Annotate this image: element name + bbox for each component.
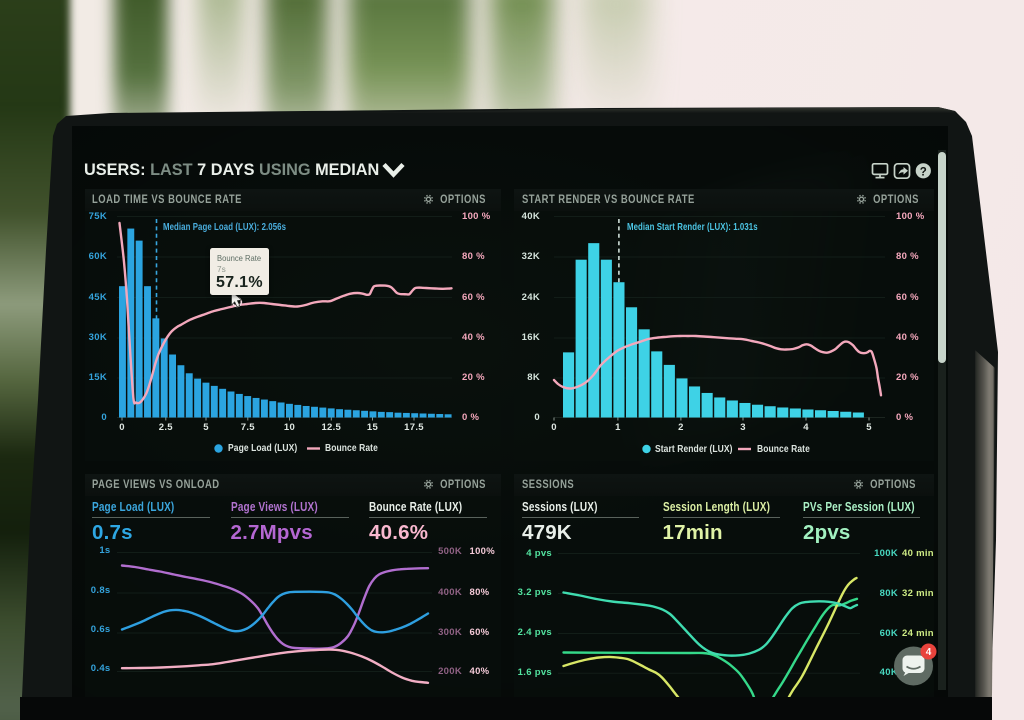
svg-text:4: 4 <box>926 647 932 658</box>
svg-text:?: ? <box>920 166 927 178</box>
